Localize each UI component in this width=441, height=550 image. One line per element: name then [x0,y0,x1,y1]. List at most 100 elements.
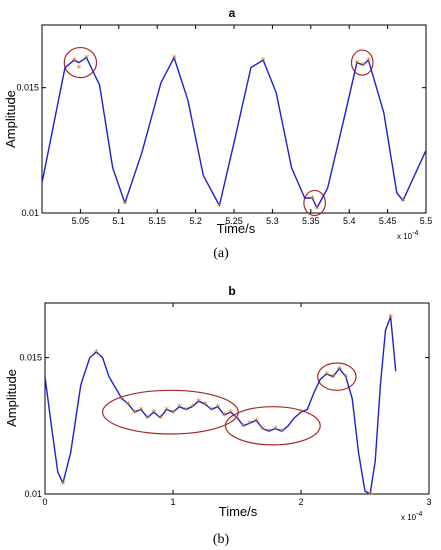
chart-a-markers: ********** * ** [72,54,406,215]
chart-b-marker: * [183,405,188,416]
chart-b-markers: *** ** ** * ** * * * * * * * ** * ** * ** * * *** ***** [60,313,393,501]
chart-a-ytick-label: 0.015 [16,83,39,93]
chart-b-marker: * [177,403,182,414]
chart-b-marker: * [209,405,214,416]
chart-b-marker: * [60,479,65,490]
chart-a-highlight-ellipse [350,49,374,76]
chart-b-xtick-label: 2 [298,497,303,507]
chart-b-marker: * [273,425,278,436]
chart-b-marker: * [190,403,195,414]
chart-a-marker: * [261,56,266,67]
chart-a-ticks: 5.05 5.1 5.15 5.2 5.25 5.3 5.35 5.4 5.45 5.5 0.01 0… [16,25,432,226]
chart-b-marker: * [145,414,150,425]
chart-b-marker: * [132,408,137,419]
chart-a-marker: * [366,56,371,67]
chart-b-marker: * [228,408,233,419]
chart-a-ytick-label: 0.01 [21,208,39,218]
chart-a-xtick-label: 5.35 [302,216,320,226]
chart-b-marker: * [260,425,265,436]
chart-b-xlabel: Time/s [219,504,258,519]
chart-a-x-multiplier-exp: -4 [412,230,418,237]
chart-b-marker: * [222,411,227,422]
chart-a-highlights [63,46,374,217]
chart-b-x-multiplier-base: x 10 [401,513,417,522]
chart-panel-b: b 0 1 2 30.010.015 *** ** ** * ** * * * * * * * ** * ** * *… [4,284,432,547]
chart-b-series-line [44,315,397,495]
chart-a-marker: * [314,204,319,215]
chart-b-marker: * [254,416,259,427]
chart-b-marker: * [196,397,201,408]
chart-b-marker: * [235,414,240,425]
chart-a-marker: * [84,54,89,65]
chart-a-marker: * [217,201,222,212]
chart-a-highlight-ellipse [63,46,98,79]
chart-a-ylabel: Amplitude [3,90,18,148]
chart-b-plot-frame [44,302,430,495]
chart-b-highlight-ellipse [224,406,321,446]
chart-a-xtick-label: 5.2 [189,216,202,226]
chart-a-xtick-label: 5.3 [266,216,279,226]
chart-b-marker: * [119,395,124,406]
chart-a-x-multiplier-base: x 10 [397,232,413,241]
chart-b-marker: * [388,313,393,324]
chart-b-marker: * [299,408,304,419]
chart-b-marker: * [324,370,329,381]
chart-b-ytick-label: 0.015 [19,353,42,363]
chart-a-xtick-label: 5.5 [420,216,433,226]
chart-b-ticks: 0 1 2 3 0.01 0.015 [19,303,432,507]
chart-b-marker: * [215,403,220,414]
chart-b-series [44,315,397,495]
chart-a-marker: * [400,196,405,207]
chart-b-xtick-label: 3 [426,497,431,507]
chart-panel-a: a 5.05 5.1 5.15 5.2 5.25 5.3 5.35 5.4 5.45 5.5 0.0… [3,6,432,261]
chart-a-xtick-label: 5.4 [343,216,356,226]
chart-a-marker: * [354,59,359,70]
chart-b-marker: * [151,408,156,419]
chart-b-marker: * [331,373,336,384]
chart-a-series [41,56,427,209]
chart-a-caption: (a) [213,246,229,261]
chart-b-marker: * [337,364,342,375]
chart-b-marker: * [267,427,272,438]
chart-a-xtick-label: 5.45 [379,216,397,226]
chart-b-xtick-label: 0 [42,497,47,507]
chart-b-marker: * [247,419,252,430]
chart-a-xtick-label: 5.1 [113,216,126,226]
chart-a-xlabel: Time/s [217,221,256,236]
chart-a-marker: * [72,56,77,67]
chart-a-xtick-label: 5.05 [72,216,90,226]
chart-b-title: b [228,284,235,298]
chart-a-highlight-ellipse [303,189,326,217]
chart-b-x-multiplier-exp: -4 [416,511,422,518]
chart-b-marker: * [158,414,163,425]
chart-a-series-line [41,56,427,209]
chart-b-xtick-label: 1 [170,497,175,507]
chart-a-xtick-label: 5.25 [225,216,243,226]
chart-a-marker: * [172,54,177,65]
chart-b-ylabel: Amplitude [4,369,19,427]
chart-b-marker: * [241,422,246,433]
chart-b-marker: * [164,405,169,416]
chart-b-marker: * [94,348,99,359]
chart-b-marker: * [139,405,144,416]
chart-b-x-multiplier: x 10-4 [401,511,422,522]
chart-a-marker: * [310,194,315,205]
chart-a-x-multiplier: x 10-4 [397,230,418,241]
chart-b-highlight-ellipse [317,362,357,391]
chart-a-marker: * [76,64,81,75]
chart-b-marker: * [126,400,131,411]
chart-b-marker: * [343,373,348,384]
chart-b-marker: * [368,490,373,501]
chart-b-marker: * [171,408,176,419]
chart-a-title: a [229,6,236,20]
chart-b-ytick-label: 0.01 [24,489,42,499]
chart-a-marker: * [361,61,366,72]
chart-a-xtick-label: 5.15 [148,216,166,226]
chart-b-marker: * [203,400,208,411]
chart-a-plot-frame [41,24,427,214]
chart-b-highlights [102,362,357,446]
chart-b-caption: (b) [213,532,230,547]
chart-a-marker: * [122,199,127,210]
chart-b-marker: * [279,427,284,438]
